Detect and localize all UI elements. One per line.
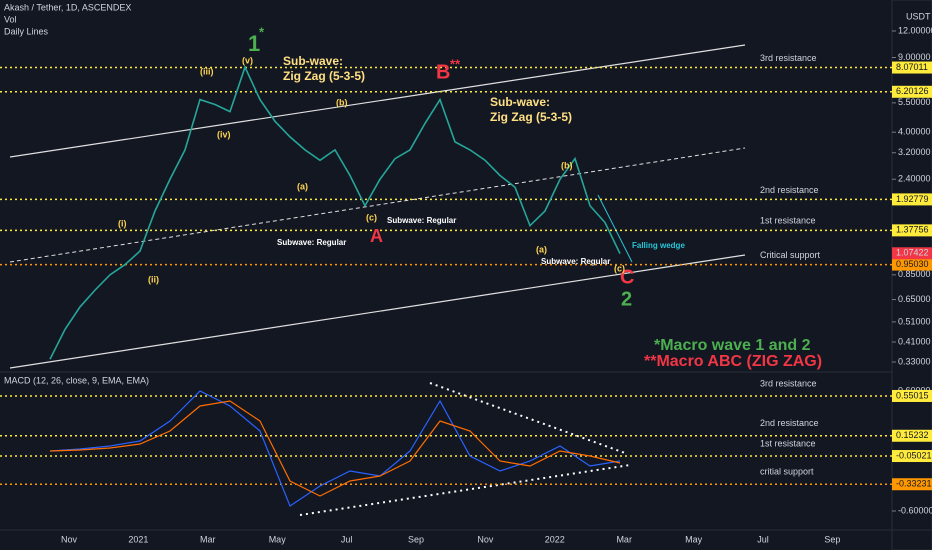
- x-tick-label: Sep: [824, 534, 840, 544]
- x-tick-label: Mar: [616, 534, 632, 544]
- y-tick-label: 3.20000: [898, 147, 931, 157]
- chart-title: Akash / Tether, 1D, ASCENDEX: [4, 2, 131, 12]
- x-tick-label: Mar: [200, 534, 216, 544]
- price-tag: [892, 193, 932, 206]
- price-tag-label: 1.92779: [896, 194, 929, 204]
- x-tick-label: Nov: [477, 534, 494, 544]
- price-tag: [892, 61, 932, 74]
- annotation: *Macro wave 1 and 2: [654, 337, 811, 354]
- annotation: C: [620, 266, 634, 288]
- x-tick-label: Sep: [408, 534, 424, 544]
- annotation: (b): [561, 160, 573, 170]
- y-tick-label: 12.00000: [898, 25, 932, 35]
- x-tick-label: Nov: [61, 534, 78, 544]
- annotation: (v): [242, 55, 253, 65]
- price-tag: [892, 389, 932, 402]
- y-tick-label: 2.40000: [898, 174, 931, 184]
- y-tick-label: 0.33000: [898, 356, 931, 366]
- annotation: (b): [336, 97, 348, 107]
- price-tag-label: 0.95030: [896, 259, 929, 269]
- annotation: Zig Zag (5-3-5): [283, 69, 365, 83]
- annotation: (iii): [200, 66, 214, 76]
- last-price-label: 1.07422: [896, 248, 929, 258]
- level-label: 2nd resistance: [760, 418, 819, 428]
- level-label: 3rd resistance: [760, 378, 817, 388]
- price-tag-label: -0.05021: [896, 450, 932, 460]
- x-tick-label: Jul: [757, 534, 769, 544]
- annotation: (iv): [217, 129, 231, 139]
- annotation: (ii): [148, 274, 159, 284]
- channel-top: [9, 44, 746, 158]
- level-label: Critical support: [760, 250, 821, 260]
- price-tag: [892, 85, 932, 98]
- price-tag: [892, 450, 932, 463]
- annotation: Sub-wave:: [490, 95, 550, 109]
- price-tag-label: 0.55015: [896, 390, 929, 400]
- series-line: [49, 390, 621, 507]
- channel-bottom: [9, 254, 746, 369]
- annotation: Sub-wave:: [283, 54, 343, 68]
- annotation: Subwave: Regular: [541, 257, 610, 266]
- annotation: Subwave: Regular: [277, 238, 346, 247]
- triangle-upper: [429, 382, 626, 454]
- level-label: 1st resistance: [760, 438, 816, 448]
- price-tag: [892, 258, 932, 271]
- price-tag-label: 1.37756: [896, 225, 929, 235]
- annotation: **: [450, 56, 461, 71]
- x-tick-label: May: [685, 534, 703, 544]
- channel-mid: [9, 147, 746, 263]
- price-tag-label: 6.20126: [896, 86, 929, 96]
- y-tick-label: 4.00000: [898, 127, 931, 137]
- triangle-lower: [299, 464, 631, 516]
- level-label: 3rd resistance: [760, 53, 817, 63]
- indicator-label: Vol: [4, 14, 17, 24]
- series-line: [49, 400, 621, 497]
- annotation: Subwave: Regular: [387, 216, 456, 225]
- annotation: (a): [536, 244, 547, 254]
- annotation: **Macro ABC (ZIG ZAG): [644, 353, 822, 370]
- price-tag-label: -0.33231: [896, 479, 932, 489]
- series-line: [49, 65, 621, 360]
- wedge-line: [597, 194, 633, 263]
- price-tag-label: 0.15232: [896, 430, 929, 440]
- currency-label: USDT: [906, 11, 931, 21]
- annotation: Falling wedge: [632, 241, 685, 250]
- y-tick-label: -0.60000: [898, 505, 932, 515]
- macd-title: MACD (12, 26, close, 9, EMA, EMA): [4, 375, 149, 385]
- annotation: B: [436, 61, 450, 83]
- annotation: (c): [614, 263, 625, 273]
- x-tick-label: 2022: [545, 534, 565, 544]
- price-tag: [892, 224, 932, 237]
- annotation: 2: [621, 288, 632, 310]
- x-tick-label: 2021: [128, 534, 148, 544]
- x-tick-label: May: [269, 534, 287, 544]
- y-tick-label: 0.85000: [898, 269, 931, 279]
- x-tick-label: Jul: [341, 534, 353, 544]
- annotation: *: [259, 24, 265, 39]
- annotation: 1: [248, 31, 260, 56]
- level-label: 2nd resistance: [760, 185, 819, 195]
- annotation: (a): [297, 181, 308, 191]
- annotation: A: [370, 226, 383, 246]
- level-label: 1st resistance: [760, 216, 816, 226]
- y-tick-label: 9.00000: [898, 52, 931, 62]
- y-tick-label: 0.65000: [898, 294, 931, 304]
- indicator-label: Daily Lines: [4, 26, 49, 36]
- annotation: Zig Zag (5-3-5): [490, 110, 572, 124]
- price-tag: [892, 429, 932, 442]
- annotation: (i): [118, 218, 127, 228]
- level-label: critial support: [760, 467, 814, 477]
- annotation: (c): [366, 212, 377, 222]
- y-tick-label: 0.41000: [898, 336, 931, 346]
- price-tag: [892, 478, 932, 491]
- price-tag-label: 8.07011: [896, 62, 928, 72]
- y-tick-label: 5.50000: [898, 97, 931, 107]
- last-price-tag: [892, 247, 932, 260]
- y-tick-label: 0.51000: [898, 316, 931, 326]
